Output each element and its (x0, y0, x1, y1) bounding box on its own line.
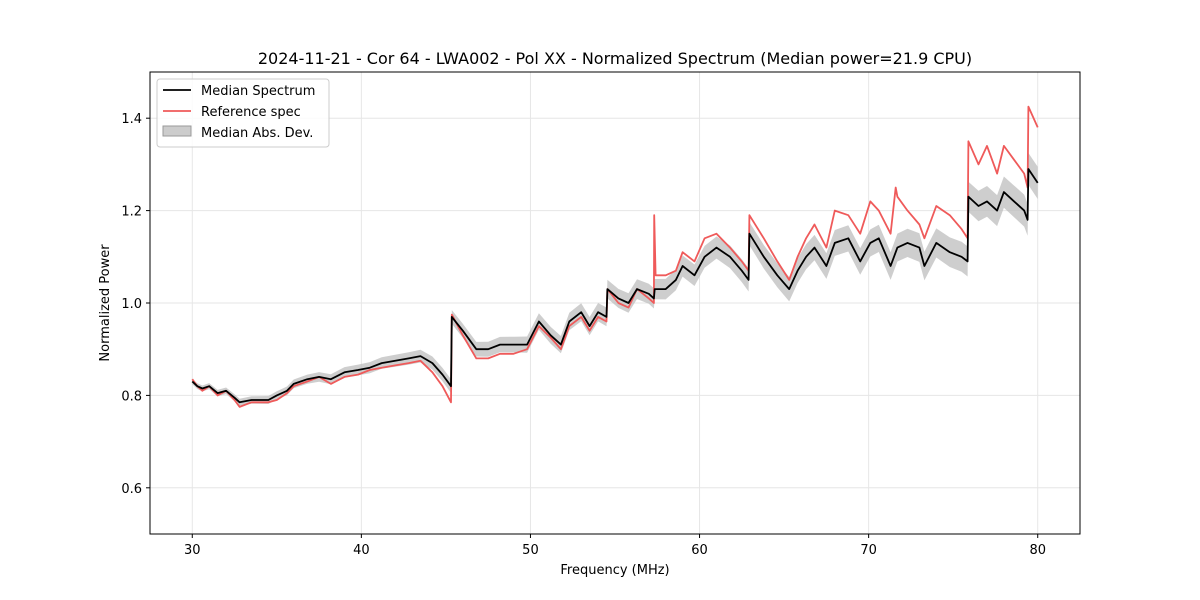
legend-box (156, 78, 330, 148)
x-tick-label: 50 (522, 543, 539, 558)
x-axis: 30 40 50 60 70 80 (184, 534, 1046, 558)
chart-title: 2024-11-21 - Cor 64 - LWA002 - Pol XX - … (258, 49, 972, 68)
legend-reference-label: Reference spec (201, 105, 301, 120)
y-tick-label: 1.2 (121, 205, 142, 220)
x-tick-label: 30 (184, 543, 201, 558)
y-axis: 0.6 0.8 1.0 1.2 1.4 (121, 112, 150, 497)
reference-spec-line (191, 105, 1039, 408)
x-tick-label: 80 (1029, 543, 1046, 558)
x-tick-label: 70 (860, 543, 877, 558)
x-axis-label: Frequency (MHz) (560, 563, 669, 578)
y-axis-label: Normalized Power (98, 244, 113, 362)
legend-median-label: Median Spectrum (201, 84, 315, 99)
legend-mad-label: Median Abs. Dev. (201, 126, 313, 141)
y-tick-label: 0.6 (121, 482, 142, 497)
x-tick-label: 60 (691, 543, 708, 558)
legend: Median Spectrum Reference spec Median Ab… (156, 78, 330, 148)
median-spectrum-line (191, 168, 1039, 404)
series-layer (191, 105, 1039, 408)
grid-lines (150, 72, 1080, 534)
y-tick-label: 0.8 (121, 389, 142, 404)
y-tick-label: 1.0 (121, 297, 142, 312)
x-tick-label: 40 (353, 543, 370, 558)
legend-mad-swatch (162, 125, 192, 137)
y-tick-label: 1.4 (121, 112, 142, 127)
